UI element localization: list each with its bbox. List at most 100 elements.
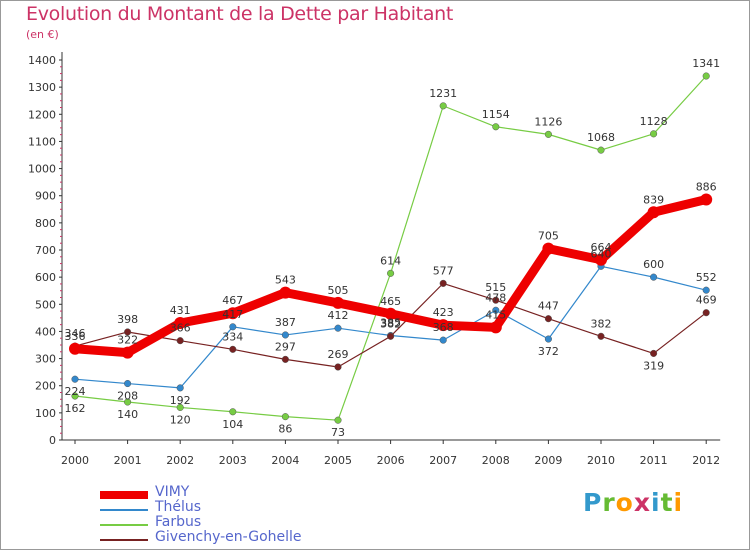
data-label: 552 — [696, 271, 717, 284]
data-point — [174, 317, 187, 330]
data-point — [492, 123, 500, 131]
data-label: 322 — [117, 334, 138, 347]
data-point — [332, 296, 344, 309]
data-label: 192 — [170, 394, 191, 407]
logo-letter: i — [651, 488, 661, 517]
data-label: 120 — [170, 413, 191, 426]
data-label: 577 — [433, 264, 454, 277]
y-tick-label: 800 — [35, 217, 56, 230]
chart-title: Evolution du Montant de la Dette par Hab… — [26, 3, 454, 25]
logo-letter: P — [583, 488, 603, 517]
data-point — [439, 279, 447, 287]
x-tick-label: 2004 — [271, 454, 299, 467]
data-point — [281, 413, 289, 421]
data-label: 346 — [65, 327, 86, 340]
data-label: 505 — [328, 284, 349, 297]
data-point — [492, 306, 500, 314]
axes: 0 100 200 300 400 500 600 700 800 900 1000 1100 1200… — [28, 52, 721, 467]
data-label: 614 — [380, 254, 401, 267]
y-tick-label: 900 — [35, 190, 56, 203]
data-label: 73 — [331, 426, 345, 439]
data-point — [229, 408, 237, 416]
y-tick-label: 500 — [35, 298, 56, 311]
data-point — [702, 286, 710, 294]
logo-letter: o — [615, 488, 634, 517]
data-label: 140 — [117, 408, 138, 421]
data-point — [124, 398, 132, 406]
y-tick-label: 0 — [49, 434, 56, 447]
data-point — [334, 416, 342, 424]
legend-label: Farbus — [155, 514, 202, 530]
data-labels: 162 140 120 104 86 73 614 1231 1154 1126 1068 1128 1… — [65, 57, 721, 439]
data-point — [700, 193, 713, 206]
data-label: 412 — [328, 309, 349, 322]
data-point — [176, 403, 184, 411]
data-point — [437, 319, 450, 332]
data-label: 372 — [538, 345, 559, 358]
x-tick-label: 2005 — [324, 454, 352, 467]
data-point — [595, 253, 607, 266]
data-label: 423 — [433, 306, 454, 319]
data-point — [650, 130, 658, 138]
data-point — [387, 269, 395, 277]
data-label: 162 — [65, 402, 86, 415]
data-point — [124, 379, 132, 388]
data-label: 1126 — [534, 115, 562, 128]
data-point — [387, 332, 395, 340]
legend-label: Givenchy-en-Gohelle — [155, 529, 302, 545]
data-label: 515 — [485, 281, 506, 294]
data-label: 465 — [380, 295, 401, 308]
x-tick-label: 2009 — [534, 454, 562, 467]
data-point — [384, 307, 397, 320]
data-label: 319 — [643, 359, 664, 372]
data-point — [121, 346, 134, 359]
logo-letter: r — [602, 488, 616, 517]
logo-letter: x — [633, 488, 651, 517]
data-label: 382 — [591, 317, 612, 330]
x-tick-label: 2000 — [61, 454, 89, 467]
proxiti-logo: Proxiti — [583, 488, 683, 517]
data-label: 886 — [696, 181, 717, 194]
data-point — [544, 335, 552, 343]
data-point — [334, 363, 342, 371]
data-point — [544, 130, 552, 138]
data-point — [492, 296, 500, 304]
data-label: 1341 — [692, 57, 720, 70]
data-label: 224 — [65, 385, 86, 398]
data-point — [281, 355, 289, 363]
data-label: 297 — [275, 340, 296, 353]
logo-letter: i — [673, 488, 684, 517]
x-tick-label: 2008 — [482, 454, 510, 467]
data-label: 447 — [538, 300, 559, 313]
series-lines — [69, 72, 713, 424]
data-point — [439, 336, 447, 344]
y-tick-label: 700 — [35, 244, 56, 257]
data-point — [281, 331, 289, 339]
data-label: 1068 — [587, 131, 615, 144]
y-tick-label: 1300 — [28, 81, 56, 94]
data-label: 368 — [433, 321, 454, 334]
data-label: 366 — [170, 322, 191, 335]
data-label: 208 — [117, 390, 138, 403]
legend-swatch — [100, 539, 148, 541]
data-point — [650, 349, 658, 357]
chart-subtitle: (en €) — [26, 28, 59, 41]
data-point — [279, 286, 292, 299]
data-label: 431 — [170, 304, 191, 317]
y-tick-label: 300 — [35, 353, 56, 366]
data-label: 478 — [485, 291, 506, 304]
data-label: 385 — [380, 317, 401, 330]
y-tick-label: 1100 — [28, 135, 56, 148]
data-label: 1128 — [640, 115, 668, 128]
x-tick-label: 2012 — [692, 454, 720, 467]
data-point — [229, 323, 237, 331]
data-label: 382 — [380, 317, 401, 330]
data-label: 336 — [65, 330, 86, 343]
legend-swatch — [100, 524, 148, 526]
y-tick-label: 400 — [35, 325, 56, 338]
data-point — [226, 307, 239, 320]
y-tick-label: 600 — [35, 271, 56, 284]
x-tick-label: 2002 — [166, 454, 194, 467]
